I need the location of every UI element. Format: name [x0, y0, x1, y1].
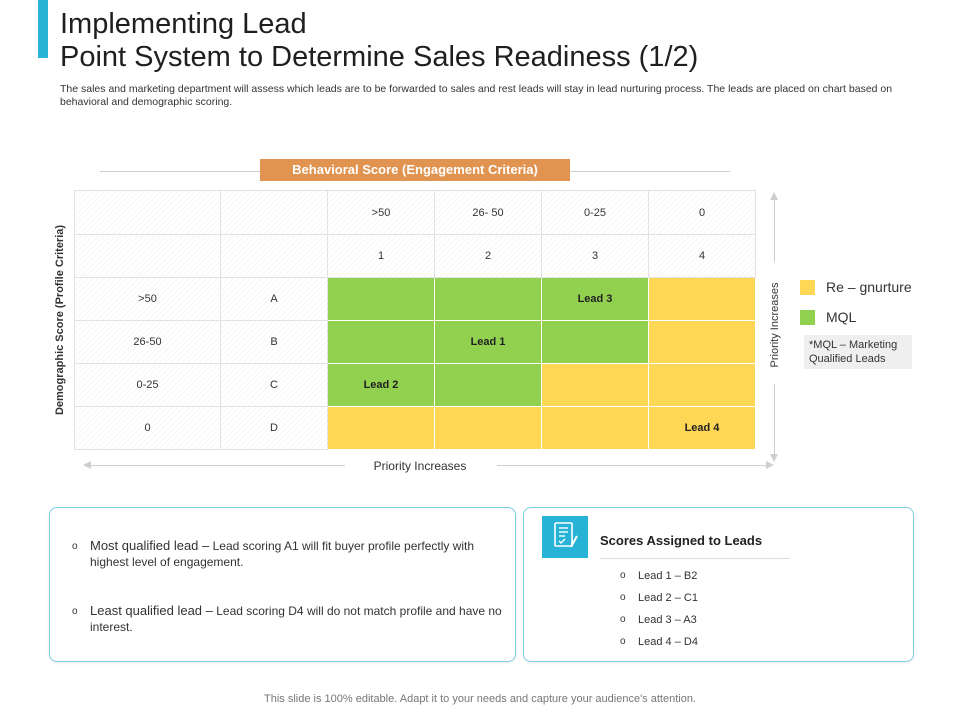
- demographic-range-cell: >50: [74, 277, 221, 321]
- least-qualified-text: Lead scoring D4 will do not match profil…: [90, 604, 502, 634]
- score-cell: [648, 363, 756, 407]
- least-qualified-title: Least qualified lead –: [90, 603, 213, 618]
- x-arrow-right-head: [766, 461, 774, 469]
- bullet-circle-icon: o: [72, 541, 78, 552]
- grid-header-cell: 26- 50: [434, 190, 542, 235]
- score-cell: [648, 320, 756, 364]
- demographic-range-cell: 26-50: [74, 320, 221, 364]
- page-title: Implementing Lead Point System to Determ…: [60, 8, 920, 74]
- least-qualified-item: o Least qualified lead – Lead scoring D4…: [72, 603, 502, 635]
- checklist-icon: [542, 516, 588, 558]
- grid-header-cell: [220, 190, 328, 235]
- most-qualified-text: Lead scoring A1 will fit buyer profile p…: [90, 539, 475, 569]
- demographic-score-label: Demographic Score (Profile Criteria): [54, 224, 66, 416]
- grid-header-cell: 1: [327, 234, 435, 278]
- grid-header-cell: [74, 190, 221, 235]
- x-arrow-left-line: [85, 465, 345, 466]
- scores-title: Scores Assigned to Leads: [600, 533, 763, 548]
- score-list-item: o Lead 2 – C1: [620, 590, 698, 612]
- score-text: Lead 4 – D4: [638, 636, 698, 648]
- grid-row: 26-50 B Lead 1: [74, 320, 756, 364]
- demographic-grade-cell: C: [220, 363, 328, 407]
- legend-item-renurture: Re – gnurture: [800, 272, 912, 302]
- score-cell: [541, 320, 649, 364]
- bullet-circle-icon: o: [620, 592, 626, 603]
- lead-cell: Lead 2: [327, 363, 435, 407]
- scores-title-divider: [600, 558, 790, 559]
- grid-row: >50 A Lead 3: [74, 277, 756, 321]
- legend-label: MQL: [826, 309, 857, 325]
- behavioral-score-banner: Behavioral Score (Engagement Criteria): [260, 159, 570, 181]
- legend-swatch-yellow: [800, 279, 815, 295]
- demographic-grade-cell: A: [220, 277, 328, 321]
- demographic-range-cell: 0-25: [74, 363, 221, 407]
- grid-header-cell: 0: [648, 190, 756, 235]
- score-cell: [541, 406, 649, 450]
- grid-header-cell: 0-25: [541, 190, 649, 235]
- legend-swatch-green: [800, 309, 815, 325]
- score-cell: [541, 363, 649, 407]
- legend-label: Re – gnurture: [826, 279, 912, 295]
- lead-cell: Lead 1: [434, 320, 542, 364]
- grid-header-cell: [220, 234, 328, 278]
- score-list-item: o Lead 1 – B2: [620, 568, 698, 590]
- score-cell: [327, 277, 435, 321]
- demographic-grade-cell: D: [220, 406, 328, 450]
- y-arrow-bottom-line: [774, 384, 775, 454]
- score-cell: [434, 363, 542, 407]
- x-priority-label: Priority Increases: [373, 459, 467, 473]
- score-list-item: o Lead 4 – D4: [620, 634, 698, 656]
- scores-list: o Lead 1 – B2 o Lead 2 – C1 o Lead 3 – A3 o Lea…: [620, 568, 698, 656]
- bullet-circle-icon: o: [620, 570, 626, 581]
- grid-row: 0-25 C Lead 2: [74, 363, 756, 407]
- score-cell: [327, 406, 435, 450]
- x-arrow-right-line: [497, 465, 767, 466]
- score-text: Lead 2 – C1: [638, 592, 698, 604]
- grid-header-cell: 4: [648, 234, 756, 278]
- mql-definition-note: *MQL – Marketing Qualified Leads: [804, 335, 912, 369]
- grid-header-row: >50 26- 50 0-25 0: [74, 190, 756, 235]
- page-subtitle: The sales and marketing department will …: [60, 83, 893, 108]
- score-cell: [434, 406, 542, 450]
- most-qualified-title: Most qualified lead –: [90, 538, 210, 553]
- footer-note: This slide is 100% editable. Adapt it to…: [264, 693, 696, 705]
- y-priority-label: Priority Increases: [769, 282, 781, 368]
- demographic-label-wrap: Demographic Score (Profile Criteria): [48, 190, 72, 450]
- bullet-circle-icon: o: [620, 636, 626, 647]
- demographic-grade-cell: B: [220, 320, 328, 364]
- title-accent-bar: [38, 0, 48, 58]
- score-cell: [327, 320, 435, 364]
- y-arrow-top-head: [770, 192, 778, 200]
- demographic-range-cell: 0: [74, 406, 221, 450]
- grid-header-cell: >50: [327, 190, 435, 235]
- qualification-summary-box: o Most qualified lead – Lead scoring A1 …: [49, 507, 516, 662]
- scores-assigned-box: Scores Assigned to Leads o Lead 1 – B2 o Le…: [523, 507, 914, 662]
- score-cell: [434, 277, 542, 321]
- grid-row: 0 D Lead 4: [74, 406, 756, 450]
- y-arrow-top-line: [774, 198, 775, 262]
- lead-cell: Lead 4: [648, 406, 756, 450]
- y-arrow-bottom-head: [770, 454, 778, 462]
- most-qualified-item: o Most qualified lead – Lead scoring A1 …: [72, 538, 502, 570]
- bullet-circle-icon: o: [620, 614, 626, 625]
- grid-header-cell: [74, 234, 221, 278]
- score-text: Lead 3 – A3: [638, 614, 697, 626]
- score-cell: [648, 277, 756, 321]
- grid-header-cell: 2: [434, 234, 542, 278]
- grid-header-cell: 3: [541, 234, 649, 278]
- legend-item-mql: MQL: [800, 302, 912, 332]
- page-title-line-2: Point System to Determine Sales Readines…: [60, 41, 699, 73]
- legend: Re – gnurture MQL: [800, 272, 912, 332]
- page-title-line-1: Implementing Lead: [60, 8, 307, 40]
- lead-cell: Lead 3: [541, 277, 649, 321]
- score-text: Lead 1 – B2: [638, 570, 698, 582]
- score-list-item: o Lead 3 – A3: [620, 612, 698, 634]
- lead-scoring-grid: >50 26- 50 0-25 0 1 2 3 4 >50 A Lead 3 26-50 B Lead 1…: [74, 190, 756, 450]
- bullet-circle-icon: o: [72, 606, 78, 617]
